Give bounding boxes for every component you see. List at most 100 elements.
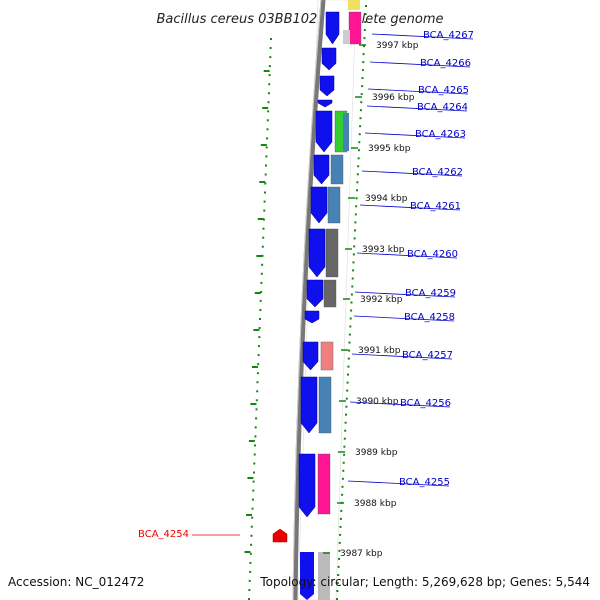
gc-dot-left <box>267 101 270 104</box>
gc-dot-left <box>248 579 251 582</box>
gene-label: BCA_4258 <box>404 312 455 323</box>
gc-dot-left <box>255 408 258 411</box>
gc-dot-right <box>361 77 364 80</box>
gc-dot-right <box>356 181 359 184</box>
gc-dot-right <box>343 437 346 440</box>
gc-dot-left <box>262 236 265 239</box>
gene-labels: BCA_4267 BCA_4266 BCA_4265 BCA_4264 BCA_4263… <box>138 30 474 540</box>
gene-arrow <box>300 376 318 434</box>
gc-dot-right <box>359 125 362 128</box>
gene-label: BCA_4256 <box>400 398 451 409</box>
gc-dot-dash <box>256 255 263 257</box>
gc-dot-right <box>359 109 362 112</box>
gc-dot-right <box>341 477 344 480</box>
gc-dot-left <box>268 65 271 68</box>
gene-label: BCA_4267 <box>423 30 474 41</box>
gc-dot-right <box>353 237 356 240</box>
gc-dot-right <box>362 61 365 64</box>
gc-dot-left <box>250 543 253 546</box>
gc-dot-dash <box>244 551 251 553</box>
gc-dot-left <box>265 155 268 158</box>
gc-dot-left <box>269 47 272 49</box>
gc-dot-right <box>348 349 351 352</box>
gc-dot-right <box>339 517 342 520</box>
kbp-tick-label: 3988 kbp <box>354 499 397 509</box>
gc-dot-left <box>265 164 267 167</box>
gc-dot-dash <box>251 366 258 368</box>
gc-dot-right <box>336 582 339 584</box>
gc-dot-left <box>264 182 267 185</box>
gc-dot-tracks <box>244 5 367 600</box>
gene-arrow <box>325 11 340 45</box>
gc-dot-dash <box>250 403 257 405</box>
gc-dot-dash <box>254 292 261 294</box>
gc-dot-left <box>261 254 264 257</box>
gc-dot-left <box>258 327 261 329</box>
gc-dot-right <box>360 101 363 104</box>
gene-label: BCA_4257 <box>402 350 453 361</box>
cog-category-box <box>325 228 339 278</box>
kbp-tick-label: 3989 kbp <box>355 448 398 458</box>
gene-label-leader <box>354 291 456 298</box>
gc-dot-left <box>266 137 269 140</box>
gc-dot-right <box>339 533 342 536</box>
gc-dot-left <box>257 354 260 357</box>
gene-label-leader <box>371 33 474 40</box>
gene-arrow <box>313 154 330 185</box>
gc-dot-left <box>259 318 261 320</box>
gene-arrow <box>315 110 333 153</box>
gc-dot-right <box>362 53 365 56</box>
kbp-tick-label: 3995 kbp <box>368 144 411 154</box>
gc-dot-right <box>357 165 360 168</box>
gc-dot-right <box>363 45 365 48</box>
gc-dot-left <box>249 570 252 573</box>
gc-dot-left <box>267 110 270 113</box>
gc-dot-dash <box>253 329 260 331</box>
genome-backbone <box>292 0 326 600</box>
cog-category-box <box>318 552 330 600</box>
gene-label-leader <box>364 132 466 139</box>
gene-label-leader <box>353 315 455 322</box>
gc-dot-dash <box>259 181 266 183</box>
gc-dot-right <box>338 557 340 560</box>
cog-category-box <box>348 0 360 10</box>
gc-dot-left <box>251 507 254 510</box>
gene-arrow <box>300 552 314 600</box>
gc-dot-right <box>358 141 361 144</box>
gene-arrow <box>310 186 328 224</box>
gene-arrow <box>321 47 337 71</box>
gc-dot-left <box>256 381 259 384</box>
gc-dot-right <box>352 269 355 272</box>
gc-dot-right <box>353 245 356 248</box>
gc-dot-right <box>357 149 360 152</box>
gc-dot-right <box>343 453 346 456</box>
gc-dot-right <box>338 549 341 552</box>
gc-dot-right <box>351 277 354 280</box>
gene-label-leader <box>367 88 469 95</box>
gene-label: BCA_4265 <box>418 85 469 96</box>
gc-dot-right <box>337 574 340 576</box>
gene-label: BCA_4261 <box>410 201 461 212</box>
gc-dot-left <box>248 589 251 591</box>
gc-dot-left <box>254 444 256 447</box>
gene-arrow-highlighted <box>272 528 288 543</box>
gc-dot-left <box>268 83 271 86</box>
accession-text: Accession: NC_012472 <box>8 575 144 589</box>
gene-label-leader <box>356 252 458 259</box>
gene-label-leader <box>361 170 463 177</box>
gc-dot-right <box>350 301 353 304</box>
gc-dot-left <box>270 38 272 40</box>
gc-dot-left <box>256 390 259 393</box>
cog-category-box <box>327 186 341 224</box>
gc-dot-left <box>257 345 260 348</box>
map-title: Bacillus cereus 03BB102, complete genome <box>156 12 443 27</box>
gene-label-leader <box>347 480 450 487</box>
gene-label-leader <box>366 105 468 112</box>
gc-dot-right <box>352 261 355 264</box>
cog-category-box <box>348 11 362 45</box>
gc-dot-left <box>249 561 252 564</box>
gc-dot-left <box>262 218 265 221</box>
gc-dot-right <box>346 381 349 384</box>
cog-category-box <box>343 30 350 44</box>
